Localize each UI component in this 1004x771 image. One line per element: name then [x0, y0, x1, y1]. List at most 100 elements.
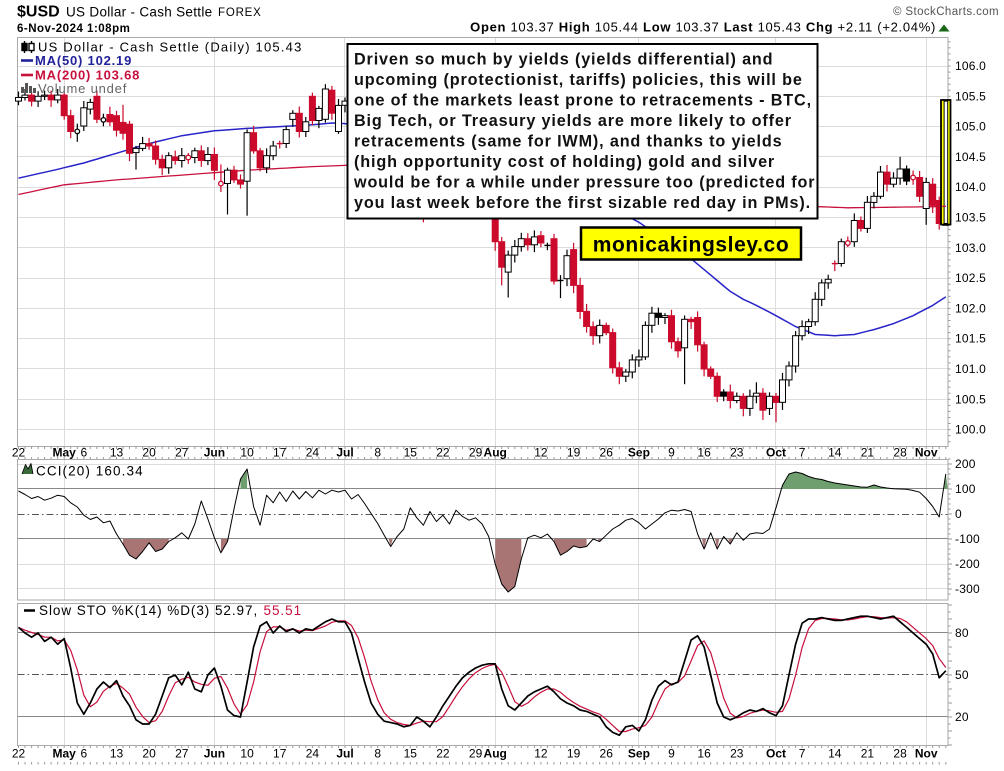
svg-text:US Dollar - Cash Settle: US Dollar - Cash Settle: [66, 5, 212, 20]
svg-text:0: 0: [955, 507, 962, 521]
svg-text:9: 9: [668, 446, 675, 460]
svg-text:6: 6: [80, 747, 87, 761]
svg-text:103.5: 103.5: [955, 211, 986, 225]
svg-text:105.5: 105.5: [955, 89, 986, 103]
svg-text:-100: -100: [955, 532, 980, 546]
svg-text:24: 24: [306, 747, 320, 761]
svg-text:16: 16: [697, 747, 711, 761]
svg-text:Oct: Oct: [766, 446, 786, 460]
svg-text:80: 80: [955, 626, 969, 640]
svg-text:you last week before the first: you last week before the first sizable r…: [354, 194, 811, 212]
svg-text:22: 22: [12, 446, 26, 460]
svg-text:16: 16: [697, 446, 711, 460]
svg-text:102.0: 102.0: [955, 301, 986, 315]
svg-text:Jul: Jul: [336, 747, 353, 761]
svg-text:27: 27: [175, 747, 189, 761]
svg-text:20: 20: [955, 710, 969, 724]
svg-text:14: 14: [828, 446, 842, 460]
svg-text:MA(50) 102.19: MA(50) 102.19: [35, 53, 132, 68]
svg-text:102.5: 102.5: [955, 271, 986, 285]
svg-text:100.5: 100.5: [955, 392, 986, 406]
svg-text:Volume undef: Volume undef: [38, 81, 127, 96]
svg-text:22: 22: [12, 747, 26, 761]
svg-text:Aug: Aug: [484, 446, 507, 460]
svg-text:104.5: 104.5: [955, 150, 986, 164]
svg-text:(high opportunity cost of hold: (high opportunity cost of holding) gold …: [354, 153, 775, 171]
svg-text:101.5: 101.5: [955, 332, 986, 346]
svg-text:21: 21: [861, 446, 875, 460]
svg-text:10: 10: [240, 446, 254, 460]
svg-text:-300: -300: [955, 582, 980, 596]
svg-text:17: 17: [273, 446, 287, 460]
svg-text:17: 17: [273, 747, 287, 761]
svg-text:May: May: [53, 747, 77, 761]
svg-text:Nov: Nov: [915, 446, 938, 460]
svg-text:Jun: Jun: [204, 446, 225, 460]
svg-text:26: 26: [600, 446, 614, 460]
svg-text:8: 8: [374, 747, 381, 761]
svg-text:7: 7: [799, 747, 806, 761]
svg-text:$USD: $USD: [17, 4, 60, 21]
svg-text:Slow STO %K(14) %D(3) 52.97,: Slow STO %K(14) %D(3) 52.97,: [39, 603, 258, 618]
svg-text:22: 22: [436, 747, 450, 761]
svg-text:104.0: 104.0: [955, 180, 986, 194]
svg-text:6: 6: [80, 446, 87, 460]
svg-text:13: 13: [110, 446, 124, 460]
svg-text:101.0: 101.0: [955, 362, 986, 376]
svg-text:6-Nov-2024 1:08pm: 6-Nov-2024 1:08pm: [17, 23, 130, 35]
svg-text:22: 22: [436, 446, 450, 460]
svg-text:200: 200: [955, 457, 976, 471]
svg-text:would be for a while under pre: would be for a while under pressure too …: [353, 174, 815, 192]
svg-text:retracements (same for IWM), a: retracements (same for IWM), and thanks …: [354, 133, 782, 151]
svg-text:23: 23: [730, 446, 744, 460]
svg-text:MA(200) 103.68: MA(200) 103.68: [35, 68, 140, 83]
svg-text:-200: -200: [955, 557, 980, 571]
svg-text:55.51: 55.51: [264, 603, 303, 618]
svg-text:100.0: 100.0: [955, 423, 986, 437]
svg-text:13: 13: [110, 747, 124, 761]
svg-text:24: 24: [306, 446, 320, 460]
svg-text:26: 26: [600, 747, 614, 761]
svg-text:Driven so much by yields (yiel: Driven so much by yields (yields differe…: [354, 51, 773, 69]
svg-text:Aug: Aug: [484, 747, 507, 761]
svg-text:FOREX: FOREX: [218, 7, 262, 19]
svg-text:28: 28: [893, 446, 907, 460]
svg-text:one of the markets least prone: one of the markets least prone to retrac…: [354, 92, 812, 110]
svg-text:US Dollar - Cash Settle (Daily: US Dollar - Cash Settle (Daily) 105.43: [38, 40, 303, 55]
svg-text:28: 28: [893, 747, 907, 761]
svg-text:Jul: Jul: [336, 446, 353, 460]
svg-text:Jun: Jun: [204, 747, 225, 761]
svg-text:15: 15: [404, 446, 418, 460]
svg-text:105.0: 105.0: [955, 120, 986, 134]
svg-text:CCI(20) 160.34: CCI(20) 160.34: [36, 464, 144, 479]
svg-text:100: 100: [955, 482, 976, 496]
svg-text:29: 29: [469, 747, 483, 761]
svg-text:Sep: Sep: [628, 747, 650, 761]
svg-text:29: 29: [469, 446, 483, 460]
svg-text:Open 103.37 High 105.44 Low 10: Open 103.37 High 105.44 Low 103.37 Last …: [470, 20, 936, 35]
svg-text:May: May: [53, 446, 77, 460]
svg-text:upcoming (protectionist, tarif: upcoming (protectionist, tariffs) polici…: [354, 71, 803, 89]
svg-text:19: 19: [567, 446, 581, 460]
svg-text:8: 8: [374, 446, 381, 460]
svg-text:Sep: Sep: [628, 446, 650, 460]
svg-text:monicakingsley.co: monicakingsley.co: [593, 234, 790, 257]
svg-text:106.0: 106.0: [955, 59, 986, 73]
svg-text:12: 12: [534, 446, 548, 460]
svg-text:27: 27: [175, 446, 189, 460]
svg-text:9: 9: [668, 747, 675, 761]
svg-text:© StockCharts.com: © StockCharts.com: [893, 6, 999, 18]
svg-text:Nov: Nov: [915, 747, 938, 761]
svg-text:Oct: Oct: [766, 747, 786, 761]
svg-text:14: 14: [828, 747, 842, 761]
svg-text:103.0: 103.0: [955, 241, 986, 255]
svg-text:21: 21: [861, 747, 875, 761]
svg-text:20: 20: [142, 446, 156, 460]
svg-text:15: 15: [404, 747, 418, 761]
svg-text:7: 7: [799, 446, 806, 460]
svg-text:23: 23: [730, 747, 744, 761]
svg-text:10: 10: [240, 747, 254, 761]
svg-text:50: 50: [955, 668, 969, 682]
svg-text:19: 19: [567, 747, 581, 761]
svg-text:Big Tech, or Treasury yields a: Big Tech, or Treasury yields are more li…: [354, 112, 792, 130]
